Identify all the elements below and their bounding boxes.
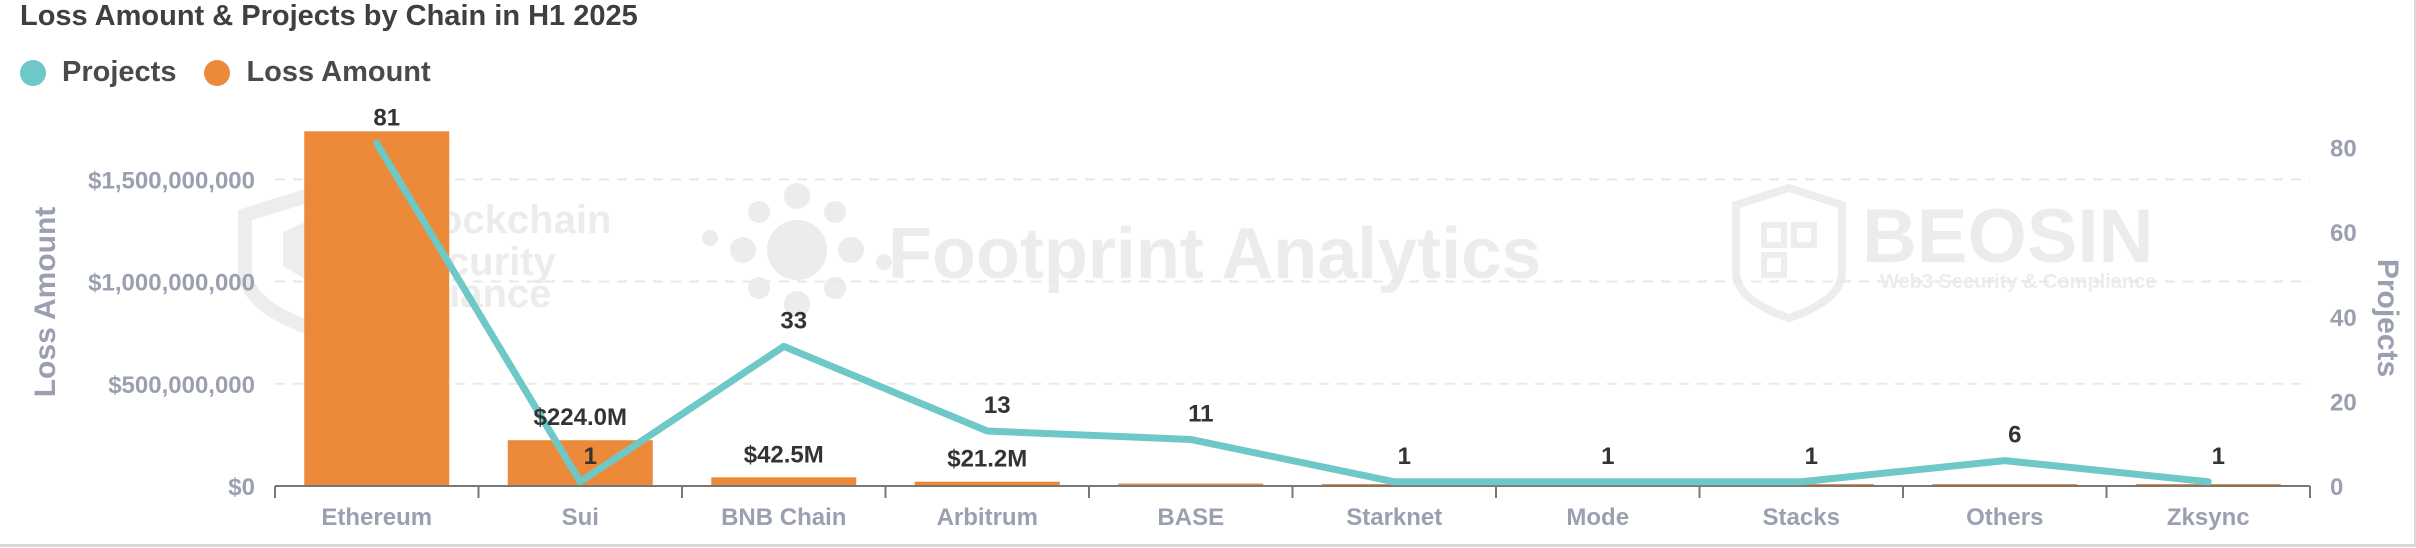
projects-value-label: 1	[2212, 443, 2225, 470]
loss-value-label: $224.0M	[534, 404, 627, 431]
y-left-tick-label: $500,000,000	[108, 372, 255, 399]
x-tick-label: Stacks	[1763, 504, 1840, 531]
projects-value-label: 1	[1805, 443, 1818, 470]
projects-value-label: 13	[984, 392, 1011, 419]
grid-lines	[275, 178, 2310, 385]
legend-swatch-projects	[20, 59, 46, 86]
x-tick-label: Sui	[562, 504, 599, 531]
y-left-tick-label: $1,000,000,000	[88, 270, 255, 297]
projects-line	[373, 139, 2212, 486]
projects-value-label: 1	[1601, 443, 1614, 470]
loss-amount-bars	[304, 131, 2281, 487]
loss-value-label: $21.2M	[947, 446, 1027, 473]
y-right-tick-label: 20	[2330, 389, 2357, 416]
y-right-tick-label: 60	[2330, 220, 2357, 247]
projects-value-label: 81	[373, 104, 400, 131]
y-right-tick-label: 40	[2330, 305, 2357, 332]
bar-bnb-chain	[711, 477, 857, 486]
projects-value-label: 33	[780, 307, 807, 334]
legend-item-loss-amount[interactable]: Loss Amount	[204, 56, 431, 89]
projects-value-label: 1	[584, 443, 597, 470]
x-tick-label: Ethereum	[321, 504, 432, 531]
legend-swatch-loss-amount	[204, 59, 231, 86]
y-left-tick-label: $0	[228, 474, 255, 501]
watermark-beosin-text: BEOSIN	[1862, 194, 2153, 279]
beosin-shield-icon	[1732, 183, 1846, 323]
y-right-tick-label: 0	[2330, 474, 2343, 501]
x-tick-label: Zksync	[2167, 504, 2250, 531]
x-tick-label: BNB Chain	[721, 504, 846, 531]
projects-value-label: 11	[1188, 400, 1213, 427]
y-axis-left: $0 $500,000,000 $1,000,000,000 $1,500,000,0…	[88, 167, 255, 501]
x-tick-label: Others	[1966, 504, 2043, 531]
bar-ethereum	[304, 131, 450, 487]
legend: Projects Loss Amount	[20, 56, 459, 89]
x-tick-label: Mode	[1566, 504, 1629, 531]
watermark-beosin-sub: Web3 Security & Compliance	[1880, 271, 2156, 293]
projects-value-label: 6	[2008, 422, 2021, 449]
legend-item-projects[interactable]: Projects	[20, 56, 176, 89]
watermark-footprint: Footprint Analytics	[702, 183, 1541, 317]
y-left-tick-label: $1,500,000,000	[88, 167, 255, 194]
x-axis-ticks: Ethereum Sui BNB Chain Arbitrum BASE Starknet…	[274, 486, 2311, 531]
bar-arbitrum	[914, 481, 1060, 486]
legend-label-projects: Projects	[62, 56, 177, 88]
x-tick-label: BASE	[1157, 504, 1224, 531]
projects-value-label: 1	[1398, 443, 1411, 470]
bar-base	[1118, 483, 1264, 486]
legend-label-loss-amount: Loss Amount	[246, 56, 431, 88]
x-tick-label: Arbitrum	[937, 504, 1038, 531]
y-axis-right: 0 20 40 60 80	[2330, 136, 2357, 501]
footprint-logo-icon	[702, 183, 892, 317]
loss-value-label: $42.5M	[744, 441, 824, 468]
x-tick-label: Starknet	[1346, 504, 1442, 531]
y-axis-left-title: Loss Amount	[29, 207, 62, 398]
chart-title: Loss Amount & Projects by Chain in H1 20…	[20, 0, 638, 32]
y-axis-right-title: Projects	[2371, 259, 2404, 377]
watermark-beosin: BEOSIN Web3 Security & Compliance	[1732, 183, 2156, 323]
y-right-tick-label: 80	[2330, 136, 2357, 163]
